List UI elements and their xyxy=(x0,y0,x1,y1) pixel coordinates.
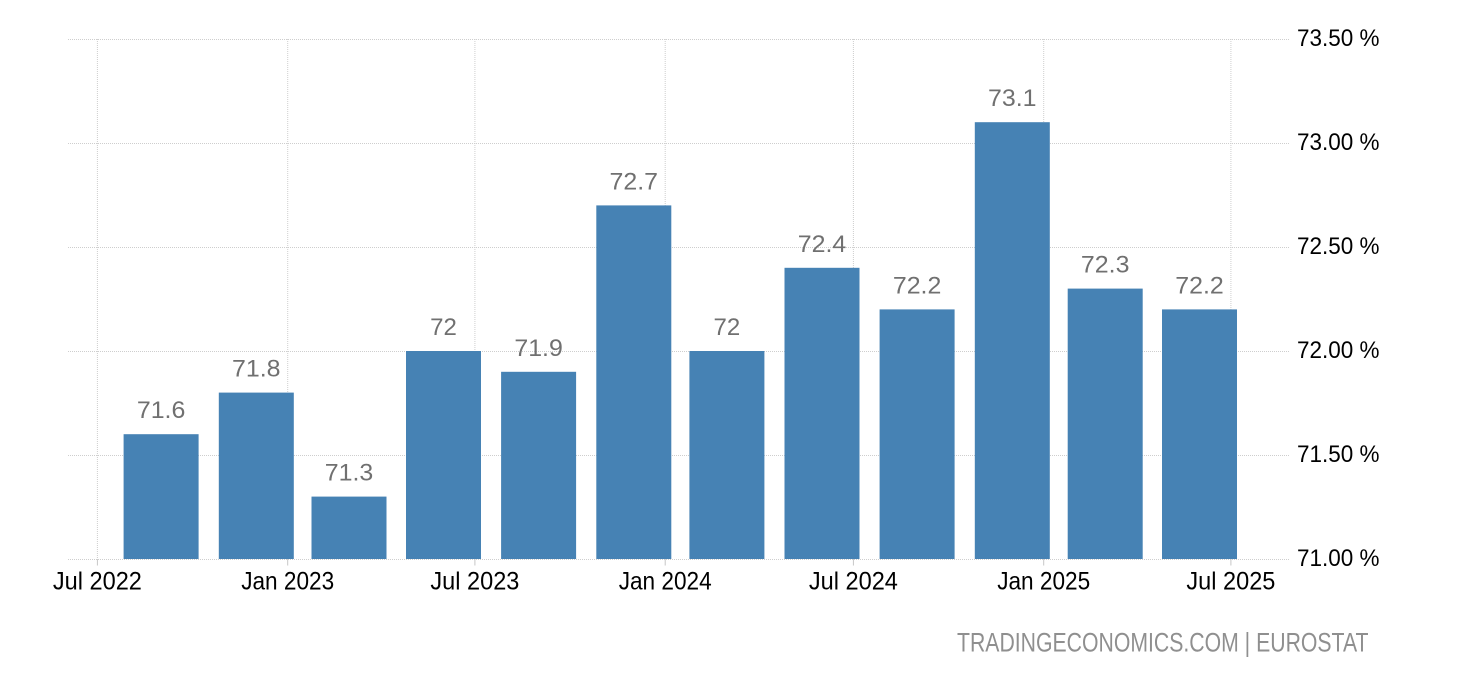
svg-text:Jul 2025: Jul 2025 xyxy=(1186,568,1275,596)
svg-text:71.50 %: 71.50 % xyxy=(1297,441,1380,468)
svg-text:72.50 %: 72.50 % xyxy=(1297,233,1380,260)
svg-text:72: 72 xyxy=(714,314,741,341)
svg-text:TRADINGECONOMICS.COM | EUROSTA: TRADINGECONOMICS.COM | EUROSTAT xyxy=(957,628,1369,658)
svg-text:Jan 2023: Jan 2023 xyxy=(241,568,334,596)
svg-text:Jul 2024: Jul 2024 xyxy=(809,568,898,596)
svg-text:72.2: 72.2 xyxy=(893,272,942,299)
svg-text:71.6: 71.6 xyxy=(137,397,186,424)
svg-text:73.50 %: 73.50 % xyxy=(1297,25,1380,52)
svg-text:72.3: 72.3 xyxy=(1081,252,1130,279)
svg-text:Jul 2023: Jul 2023 xyxy=(430,568,519,596)
svg-text:72.4: 72.4 xyxy=(798,231,847,258)
svg-text:71.8: 71.8 xyxy=(232,356,281,383)
svg-text:73.1: 73.1 xyxy=(988,85,1037,112)
svg-text:Jul 2022: Jul 2022 xyxy=(53,568,142,596)
svg-text:72.00 %: 72.00 % xyxy=(1297,337,1380,364)
svg-text:71.9: 71.9 xyxy=(514,335,563,362)
svg-text:Jan 2025: Jan 2025 xyxy=(997,568,1090,596)
svg-text:72: 72 xyxy=(430,314,457,341)
svg-text:71.3: 71.3 xyxy=(325,460,374,487)
svg-text:Jan 2024: Jan 2024 xyxy=(619,568,712,596)
svg-text:71.00 %: 71.00 % xyxy=(1297,545,1380,572)
svg-text:73.00 %: 73.00 % xyxy=(1297,129,1380,156)
svg-text:72.2: 72.2 xyxy=(1175,272,1224,299)
svg-text:72.7: 72.7 xyxy=(610,168,659,195)
